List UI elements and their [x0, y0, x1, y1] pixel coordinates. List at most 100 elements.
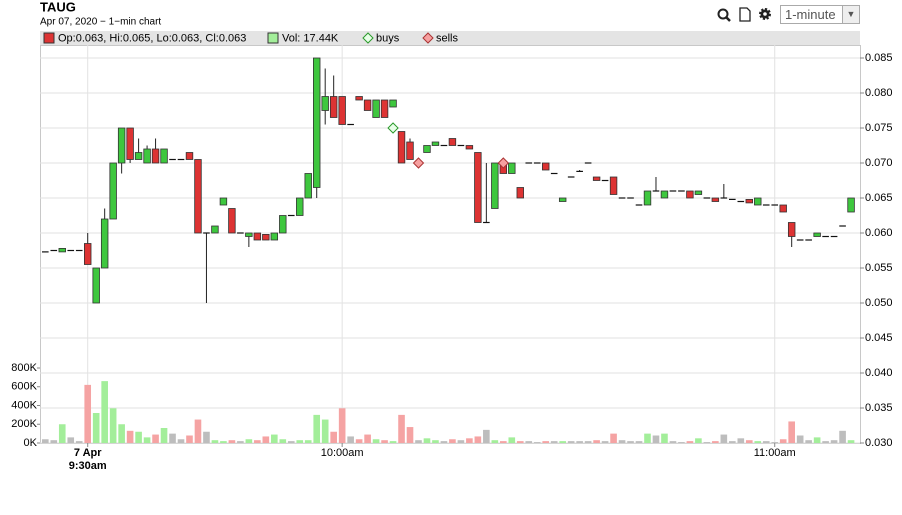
- volume-bar: [364, 434, 371, 443]
- buy-marker: [387, 122, 399, 134]
- volume-bar: [449, 439, 456, 443]
- candle-body: [465, 145, 474, 150]
- candle-body: [592, 176, 601, 181]
- volume-bar: [779, 439, 787, 443]
- volume-bar: [304, 440, 312, 443]
- candle-body: [779, 204, 787, 213]
- y-tick-label: 0.065: [865, 192, 893, 204]
- candle-body: [194, 159, 202, 234]
- candle-body: [228, 208, 236, 234]
- candle-body: [211, 225, 219, 234]
- volume-bar: [525, 441, 533, 443]
- volume-bar: [576, 441, 583, 443]
- y-tick-label: 0.030: [865, 437, 893, 449]
- x-tick-label: 10:00am: [321, 447, 364, 459]
- interval-select[interactable]: 1-minute ▼: [780, 5, 860, 24]
- candle-body: [491, 162, 499, 209]
- volume-bar: [830, 440, 838, 443]
- volume-bar: [135, 431, 142, 443]
- volume-bar: [686, 441, 694, 443]
- toolbar-icons: [717, 7, 771, 22]
- candle-body: [253, 232, 262, 241]
- volume-bar: [839, 430, 846, 443]
- y-tick-label: 0.070: [865, 157, 893, 169]
- candle-body: [100, 218, 109, 269]
- volume-bar: [754, 441, 762, 443]
- y-tick-label: 0.075: [865, 122, 893, 134]
- candle-body: [686, 190, 694, 199]
- volume-bar: [270, 434, 278, 443]
- volume-bar: [330, 431, 337, 443]
- candle-body: [109, 162, 117, 220]
- volume-bar: [635, 441, 643, 443]
- candle-body: [397, 131, 406, 164]
- volume-bar: [398, 414, 405, 443]
- interval-text: 1-minute: [785, 7, 836, 22]
- candle-body: [296, 197, 304, 216]
- volume-bar: [466, 438, 473, 443]
- candle-body: [609, 176, 618, 195]
- document-icon[interactable]: [739, 7, 751, 22]
- volume-bar: [194, 419, 202, 443]
- volume-bar: [169, 433, 176, 443]
- volume-bar: [669, 441, 677, 443]
- volume-bar: [500, 441, 507, 443]
- volume-bar: [245, 439, 253, 443]
- volume-bar: [296, 440, 304, 443]
- zoom-icon[interactable]: [717, 8, 729, 20]
- y2-tick-label: 0K: [24, 437, 38, 449]
- volume-bar: [254, 440, 261, 443]
- y2-tick-label: 600K: [11, 381, 37, 393]
- volume-bar: [559, 441, 566, 443]
- volume-bar: [338, 408, 346, 443]
- candle-body: [185, 152, 194, 160]
- candle-body: [321, 96, 329, 111]
- volume-bar: [186, 435, 193, 443]
- y2-tick-label: 800K: [11, 362, 37, 374]
- volume-bar: [712, 441, 719, 443]
- volume-bar: [661, 433, 668, 443]
- volume-bar: [92, 413, 100, 443]
- volume-bar: [75, 441, 83, 443]
- volume-bar: [287, 441, 295, 443]
- chart-subtitle: Apr 07, 2020 − 1−min chart: [40, 17, 161, 28]
- legend-buys: buys: [376, 32, 400, 44]
- volume-bar: [432, 440, 439, 443]
- candle-body: [279, 215, 287, 234]
- volume-bar: [50, 440, 58, 443]
- legend-sells: sells: [436, 32, 459, 44]
- candle-body: [338, 96, 346, 125]
- volume-bar: [347, 436, 354, 443]
- candle-body: [745, 198, 753, 204]
- volume-bar: [567, 441, 575, 443]
- volume-bar: [618, 440, 626, 443]
- candle-body: [694, 190, 703, 195]
- volume-bar: [118, 424, 125, 443]
- y-tick-label: 0.050: [865, 297, 893, 309]
- volume-bar: [143, 437, 151, 443]
- candle-body: [245, 232, 253, 237]
- candle-body: [448, 138, 457, 146]
- legend-volume-swatch: [267, 32, 279, 44]
- volume-bar: [593, 440, 600, 443]
- zoom-icon-handle: [725, 16, 731, 22]
- candle-body: [406, 141, 414, 160]
- volume-bar: [796, 435, 804, 443]
- volume-bar: [211, 440, 219, 443]
- volume-bar: [813, 437, 821, 443]
- volume-bar: [279, 439, 287, 443]
- volume-bar: [703, 442, 711, 443]
- legend-volume: Vol: 17.44K: [282, 32, 339, 44]
- volume-bar: [321, 419, 329, 443]
- volume-bar: [745, 440, 753, 443]
- volume-bar: [58, 424, 66, 443]
- candle-body: [542, 162, 550, 171]
- candle-body: [711, 197, 720, 202]
- candle-body: [431, 141, 440, 146]
- volume-bar: [516, 441, 524, 443]
- volume-bar: [508, 437, 516, 443]
- volume-bar: [126, 430, 134, 443]
- plot-frame: [40, 45, 861, 444]
- volume-bar: [720, 434, 728, 443]
